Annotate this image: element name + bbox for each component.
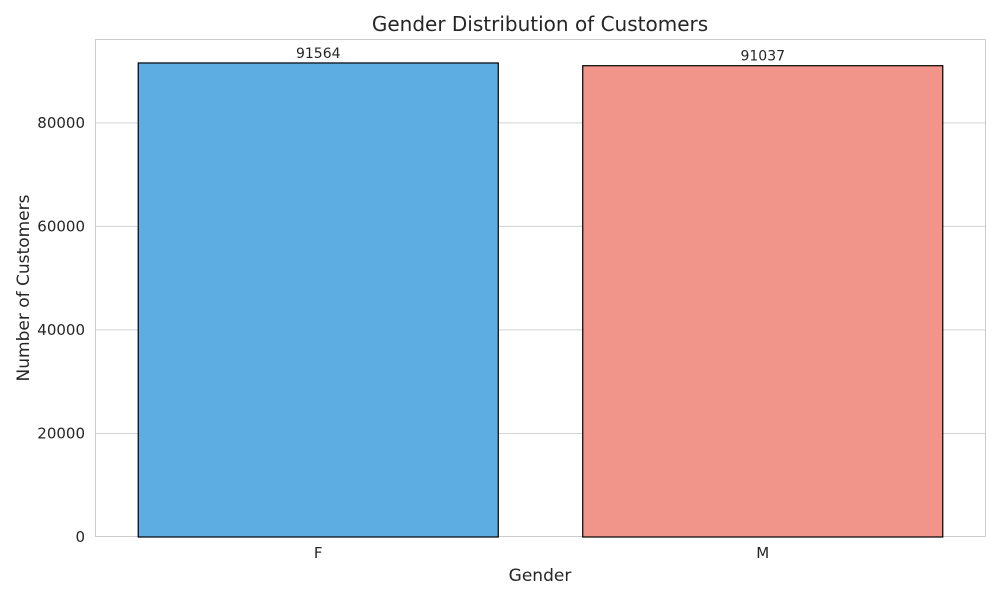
y-tick-label: 0 bbox=[75, 528, 85, 546]
x-tick-label: F bbox=[314, 544, 323, 562]
bar-value-label: 91037 bbox=[740, 49, 785, 65]
bar-f bbox=[137, 62, 499, 538]
bar-value-label: 91564 bbox=[296, 46, 341, 62]
y-tick-label: 40000 bbox=[37, 321, 85, 339]
y-tick-label: 80000 bbox=[37, 114, 85, 132]
data-label-layer: 91564 91037 bbox=[296, 46, 785, 65]
plot-frame bbox=[95, 39, 986, 537]
bar-layer bbox=[137, 62, 944, 538]
y-tick-layer: 0 20000 40000 60000 80000 bbox=[37, 114, 85, 546]
bar-m bbox=[582, 65, 944, 538]
chart-title: Gender Distribution of Customers bbox=[372, 12, 708, 36]
y-tick-label: 60000 bbox=[37, 217, 85, 235]
x-axis-label: Gender bbox=[509, 566, 572, 586]
x-tick-label: M bbox=[756, 544, 769, 562]
y-axis-label: Number of Customers bbox=[14, 194, 34, 381]
y-tick-label: 20000 bbox=[37, 424, 85, 442]
